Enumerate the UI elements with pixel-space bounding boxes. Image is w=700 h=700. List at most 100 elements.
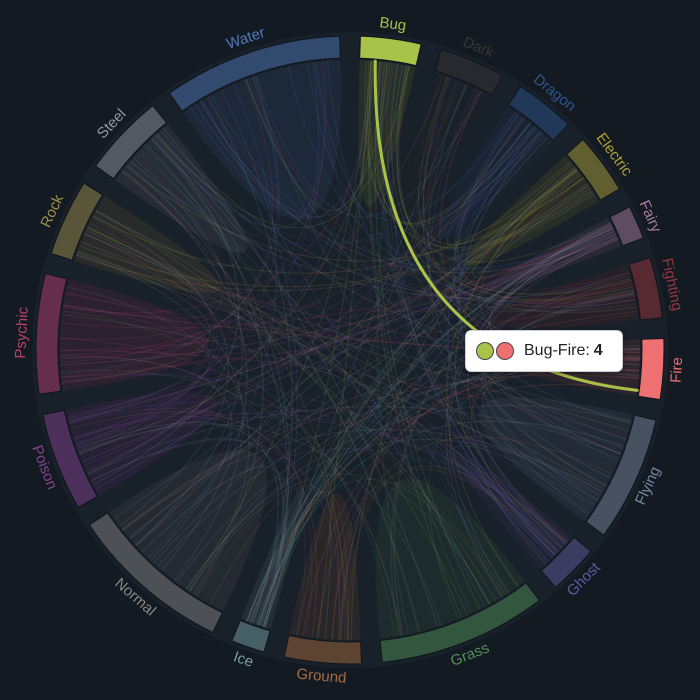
- ribbon: [264, 224, 613, 628]
- ribbon: [155, 134, 490, 605]
- ribbon: [199, 63, 395, 218]
- ribbon: [73, 61, 325, 440]
- ribbon: [63, 304, 210, 440]
- arc-grass[interactable]: [379, 582, 541, 663]
- ribbon: [130, 114, 521, 246]
- ribbon: [315, 61, 636, 308]
- arc-fire[interactable]: [637, 337, 665, 401]
- ribbon: [428, 82, 616, 270]
- ribbon: [454, 169, 578, 565]
- ribbon: [427, 83, 590, 515]
- arc-dragon[interactable]: [507, 85, 570, 142]
- arc-psychic[interactable]: [35, 272, 68, 395]
- ribbon: [418, 76, 584, 245]
- ribbon: [393, 65, 549, 563]
- ribbon: [444, 445, 594, 595]
- ribbon: [95, 118, 526, 490]
- ribbon: [461, 439, 592, 553]
- ribbon-dark-self: [402, 72, 492, 218]
- ribbon: [427, 80, 630, 291]
- ribbon: [84, 232, 349, 640]
- arc-label-fire: Fire: [668, 357, 687, 384]
- arc-bug[interactable]: [359, 35, 422, 67]
- ribbon: [364, 60, 542, 226]
- ribbon: [381, 62, 563, 549]
- ribbon: [61, 226, 614, 329]
- ribbon: [447, 127, 557, 555]
- ribbon: [162, 127, 439, 627]
- ribbon-rock-self: [74, 195, 221, 294]
- ribbon-highlight[interactable]: [373, 59, 639, 392]
- chord-tooltip: Bug-Fire: 4: [465, 330, 623, 372]
- ribbon-psychic-self: [60, 279, 208, 391]
- ribbon: [60, 171, 223, 340]
- arc-fairy[interactable]: [609, 206, 644, 247]
- ribbon: [59, 224, 613, 351]
- ribbon: [456, 131, 595, 260]
- arc-flying[interactable]: [585, 414, 657, 536]
- ribbon: [194, 104, 618, 274]
- arc-ghost[interactable]: [540, 536, 592, 589]
- ribbon-fairy-self: [482, 217, 621, 292]
- arc-fighting[interactable]: [628, 257, 663, 321]
- ribbon: [188, 477, 290, 623]
- arc-steel[interactable]: [94, 104, 168, 180]
- ribbon: [60, 337, 402, 636]
- ribbon: [122, 169, 248, 571]
- arc-water[interactable]: [168, 35, 341, 112]
- ribbon: [264, 84, 468, 628]
- ribbon: [444, 116, 565, 546]
- ribbon: [73, 410, 230, 546]
- ribbon: [95, 137, 240, 267]
- ribbon: [256, 420, 624, 625]
- ribbon: [246, 167, 577, 622]
- ribbon: [79, 187, 591, 288]
- ribbon: [257, 223, 612, 626]
- arc-poison[interactable]: [42, 409, 99, 509]
- ribbon: [80, 241, 555, 557]
- ribbon: [67, 125, 535, 419]
- arc-electric[interactable]: [565, 138, 621, 201]
- ribbon-grass-self: [375, 478, 525, 639]
- arc-label-psychic: Psychic: [12, 306, 32, 359]
- ribbon: [92, 135, 240, 486]
- ribbon: [86, 227, 567, 544]
- ribbon: [391, 64, 566, 546]
- ribbon-ghost-self: [452, 450, 573, 570]
- ribbon: [94, 132, 544, 490]
- arc-rock[interactable]: [50, 182, 104, 261]
- ribbon: [210, 94, 615, 270]
- ribbon: [79, 183, 588, 455]
- ribbon: [61, 225, 613, 383]
- ribbon: [61, 249, 211, 384]
- ribbon: [63, 233, 213, 319]
- ribbon: [207, 96, 293, 624]
- ribbon-electric-self: [465, 155, 599, 266]
- arc-normal[interactable]: [88, 512, 224, 634]
- ribbon: [185, 438, 603, 590]
- ribbon: [317, 60, 373, 639]
- ribbon: [60, 134, 545, 360]
- ribbon: [63, 61, 385, 314]
- ribbon: [454, 113, 631, 294]
- ribbon-normal-self: [109, 449, 268, 611]
- ribbon: [428, 88, 568, 543]
- ribbon: [141, 465, 287, 626]
- arc-dark[interactable]: [434, 48, 504, 96]
- tooltip-pair-label: Bug-Fire:: [524, 342, 590, 359]
- ribbon-ice-self: [240, 486, 305, 629]
- ribbon: [135, 122, 531, 546]
- ribbon: [76, 216, 218, 448]
- ribbon: [132, 156, 243, 546]
- ribbon: [246, 238, 619, 622]
- arc-ice[interactable]: [231, 619, 271, 653]
- arc-ground[interactable]: [283, 634, 363, 665]
- ribbon: [397, 65, 632, 295]
- ribbon: [185, 404, 632, 590]
- ribbon: [456, 117, 631, 295]
- ribbon: [84, 233, 632, 422]
- ribbon: [60, 76, 279, 375]
- ribbon: [62, 310, 396, 637]
- tooltip-value: 4: [593, 342, 603, 359]
